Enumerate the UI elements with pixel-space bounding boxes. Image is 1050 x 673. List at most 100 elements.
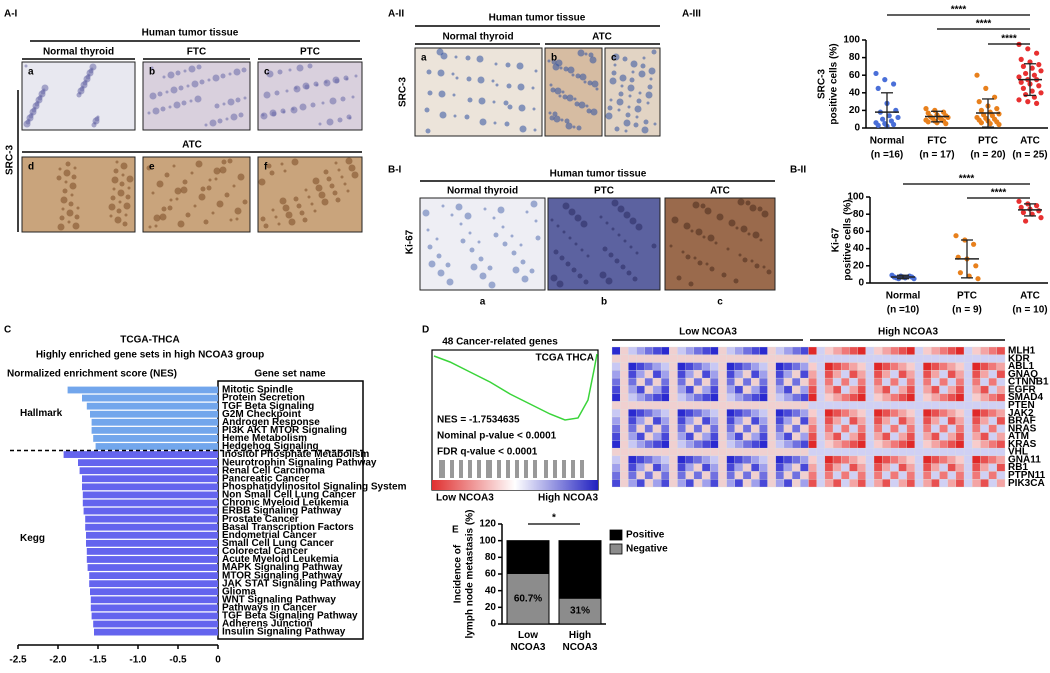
cell: [354, 74, 358, 78]
heat-cell: [824, 455, 834, 464]
cell: [619, 74, 627, 82]
heat-cell: [775, 447, 785, 457]
cell: [531, 86, 535, 90]
heat-cell: [816, 385, 826, 394]
column-label: Normal thyroid: [447, 186, 518, 197]
cell: [159, 213, 167, 221]
heat-cell: [808, 362, 817, 371]
heat-cell: [710, 362, 719, 371]
heat-cell: [718, 409, 727, 418]
heat-cell: [767, 377, 776, 387]
cell: [436, 253, 442, 259]
cell: [63, 169, 71, 177]
gene-label: GNAQ: [1008, 369, 1038, 380]
heat-cell: [988, 416, 997, 425]
heat-cell: [734, 463, 744, 472]
heat-cell: [890, 385, 899, 394]
cell: [676, 275, 682, 281]
cell: [288, 218, 296, 226]
bar: [79, 467, 218, 475]
cell: [175, 70, 181, 76]
heat-cell: [652, 393, 662, 402]
cell: [625, 112, 631, 118]
x-tick-label: ATC: [1020, 136, 1040, 147]
heat-cell: [955, 432, 965, 441]
y-tick-label: 0: [490, 619, 496, 630]
cell: [225, 117, 229, 121]
bar: [87, 564, 218, 571]
heat-cell: [890, 354, 899, 363]
cell: [299, 210, 305, 216]
heat-cell: [906, 370, 916, 379]
cell: [477, 76, 485, 84]
heat-cell: [972, 385, 981, 394]
gene-set-label: Pathways in Cancer: [222, 603, 317, 614]
heat-cell: [759, 385, 768, 394]
cell: [552, 111, 558, 117]
heat-cell: [996, 471, 1006, 480]
heat-cell: [669, 370, 678, 379]
point: [925, 119, 931, 125]
heat-cell: [660, 362, 670, 371]
heat-cell: [873, 440, 883, 449]
cell: [745, 200, 751, 206]
heat-cell: [947, 440, 957, 449]
cell: [312, 177, 320, 185]
heat-cell: [611, 471, 621, 480]
heat-cell: [660, 432, 670, 441]
heat-cell: [873, 362, 883, 371]
cell: [607, 105, 613, 111]
heat-cell: [726, 432, 735, 441]
heat-cell: [849, 401, 858, 410]
heat-cell: [832, 463, 842, 472]
heat-cell: [873, 354, 883, 363]
heat-cell: [963, 440, 973, 449]
cell: [733, 278, 739, 284]
heat-cell: [939, 455, 948, 464]
heat-cell: [767, 471, 776, 480]
heat-cell: [996, 440, 1006, 449]
heat-cell: [972, 393, 981, 402]
heat-cell: [972, 409, 981, 418]
heat-cell: [955, 401, 965, 410]
legend-label: Negative: [626, 544, 668, 555]
heat-cell: [710, 409, 719, 418]
heat-cell: [841, 362, 850, 371]
heat-cell: [620, 385, 629, 394]
heat-cell: [783, 463, 793, 472]
heat-cell: [669, 354, 678, 363]
heat-cell: [751, 463, 760, 472]
heat-cell: [955, 440, 965, 449]
column-label: PTC: [300, 47, 320, 58]
heat-cell: [693, 393, 703, 402]
heat-cell: [660, 401, 670, 410]
heat-cell: [660, 416, 670, 425]
heat-cell: [718, 385, 727, 394]
cell: [181, 100, 187, 106]
heat-cell: [890, 447, 899, 457]
n-label: (n = 10): [1012, 305, 1047, 316]
cell: [58, 167, 62, 171]
point: [1023, 218, 1029, 224]
heat-cell: [783, 385, 793, 394]
heat-cell: [808, 479, 817, 488]
heat-cell: [906, 385, 916, 394]
heat-cell: [800, 440, 809, 449]
heat-cell: [914, 440, 924, 449]
heat-cell: [628, 370, 637, 379]
heat-cell: [841, 354, 850, 363]
heat-cell: [980, 416, 989, 425]
heat-cell: [791, 377, 801, 387]
cell: [752, 231, 760, 239]
heat-cell: [841, 471, 850, 480]
heat-cell: [865, 463, 875, 472]
heat-cell: [832, 416, 842, 425]
heat-cell: [865, 362, 875, 371]
heat-cell: [767, 440, 776, 449]
cell: [220, 73, 226, 79]
cell: [211, 211, 215, 215]
cell: [334, 161, 338, 165]
heat-cell: [963, 370, 973, 379]
heat-cell: [972, 416, 981, 425]
cell: [591, 80, 599, 88]
